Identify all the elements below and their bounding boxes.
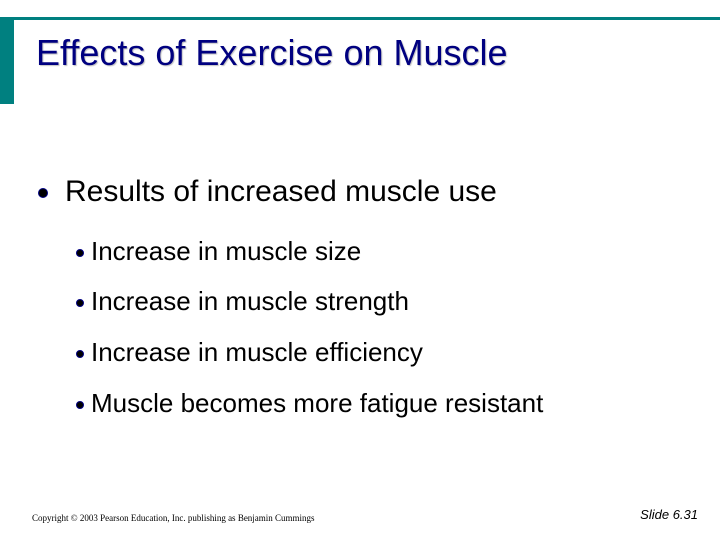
- sub-bullet-item: Increase in muscle size: [76, 236, 361, 267]
- sub-bullet-text: Increase in muscle efficiency: [91, 337, 423, 367]
- bullet-dot-icon: [38, 188, 48, 198]
- bullet-item: Results of increased muscle use: [38, 175, 497, 209]
- sub-bullet-dot-icon: [76, 248, 84, 257]
- accent-bar-vertical: [0, 17, 14, 104]
- bullet-text: Results of increased muscle use: [65, 175, 497, 208]
- sub-bullet-text: Increase in muscle size: [91, 236, 362, 266]
- sub-bullet-text: Increase in muscle strength: [91, 286, 409, 316]
- sub-bullet-text: Muscle becomes more fatigue resistant: [91, 388, 544, 418]
- copyright-footer: Copyright © 2003 Pearson Education, Inc.…: [32, 513, 315, 523]
- slide-number: Slide 6.31: [640, 507, 698, 522]
- sub-bullet-item: Increase in muscle strength: [76, 286, 409, 317]
- slide-title: Effects of Exercise on Muscle: [36, 32, 508, 73]
- accent-bar-horizontal: [14, 17, 720, 20]
- sub-bullet-dot-icon: [76, 298, 84, 307]
- sub-bullet-dot-icon: [76, 349, 84, 358]
- sub-bullet-item: Increase in muscle efficiency: [76, 337, 423, 368]
- sub-bullet-item: Muscle becomes more fatigue resistant: [76, 388, 543, 419]
- sub-bullet-dot-icon: [76, 400, 84, 409]
